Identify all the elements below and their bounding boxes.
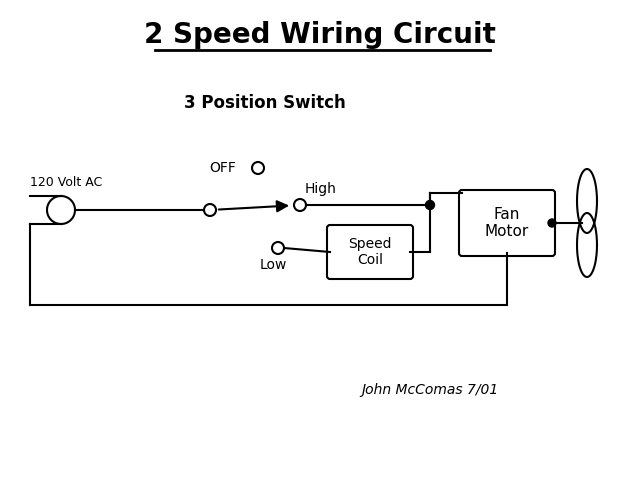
Text: Speed
Coil: Speed Coil: [348, 237, 392, 267]
Text: John McComas 7/01: John McComas 7/01: [362, 383, 499, 397]
FancyBboxPatch shape: [459, 190, 555, 256]
Text: Fan
Motor: Fan Motor: [485, 207, 529, 239]
Circle shape: [548, 219, 556, 227]
Text: 3 Position Switch: 3 Position Switch: [184, 94, 346, 112]
Text: Low: Low: [259, 258, 287, 272]
Circle shape: [426, 201, 435, 209]
Text: 120 Volt AC: 120 Volt AC: [30, 176, 102, 189]
Text: OFF: OFF: [209, 161, 236, 175]
FancyBboxPatch shape: [327, 225, 413, 279]
Text: High: High: [305, 182, 337, 196]
Text: 2 Speed Wiring Circuit: 2 Speed Wiring Circuit: [144, 21, 496, 49]
